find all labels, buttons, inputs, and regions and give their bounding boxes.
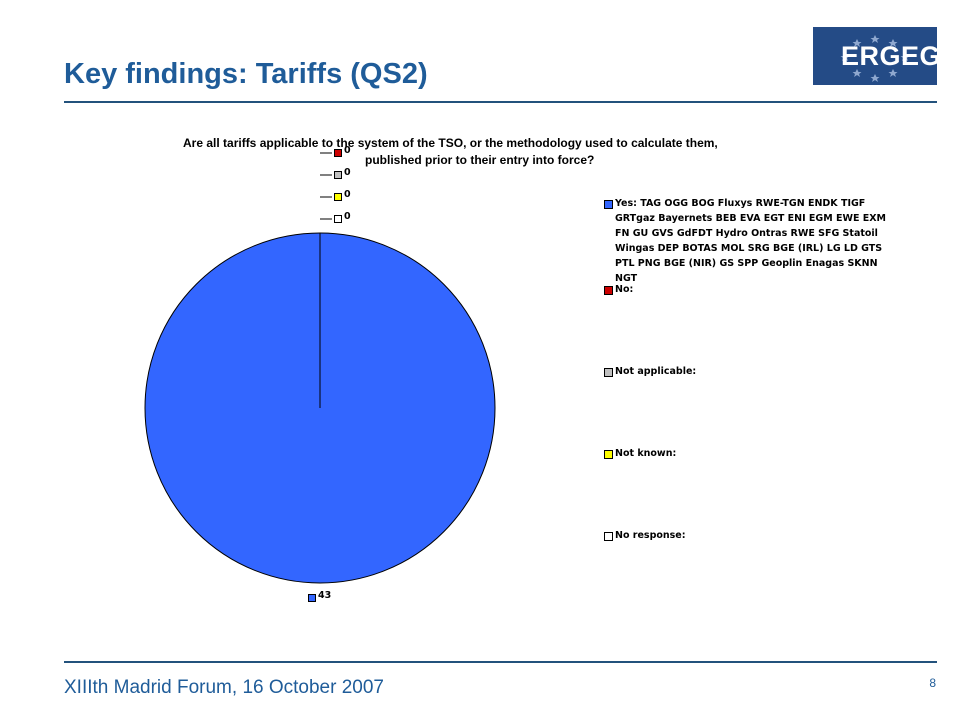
data-label-swatch [334,149,342,157]
legend-swatch [604,286,613,295]
data-label-swatch [334,171,342,179]
footer-divider [64,661,937,663]
page-number: 8 [929,676,936,690]
legend-item: No response: [604,528,900,543]
legend-item: Yes: TAG OGG BOG Fluxys RWE-TGN ENDK TIG… [604,196,900,286]
legend-swatch [604,450,613,459]
legend-label: Not applicable: [615,366,697,377]
legend-item: No: [604,282,900,297]
title-divider [64,101,937,103]
legend-item: Not known: [604,446,900,461]
legend-label: Yes: TAG OGG BOG Fluxys RWE-TGN ENDK TIG… [615,198,887,284]
legend-label: Not known: [615,448,677,459]
data-label: 0 [344,211,351,222]
data-label: 43 [318,590,332,601]
ergeg-logo: ERGEG [813,27,937,85]
legend-swatch [604,368,613,377]
chart-title-line1: Are all tariffs applicable to the system… [183,136,718,150]
slide-title: Key findings: Tariffs (QS2) [64,58,428,90]
chart-title-line2: published prior to their entry into forc… [365,153,595,167]
legend-swatch [604,200,613,209]
legend-swatch [604,532,613,541]
data-label-swatch [308,594,316,602]
legend-item: Not applicable: [604,364,900,379]
data-label: 0 [344,167,351,178]
data-label-swatch [334,193,342,201]
data-label-swatch [334,215,342,223]
logo-text: ERGEG [841,41,937,71]
data-label: 0 [344,145,351,156]
footer-text: XIIIth Madrid Forum, 16 October 2007 [64,677,384,698]
logo-stars-icon [840,35,910,82]
legend-label: No: [615,284,634,295]
legend-label: No response: [615,530,686,541]
data-label: 0 [344,189,351,200]
